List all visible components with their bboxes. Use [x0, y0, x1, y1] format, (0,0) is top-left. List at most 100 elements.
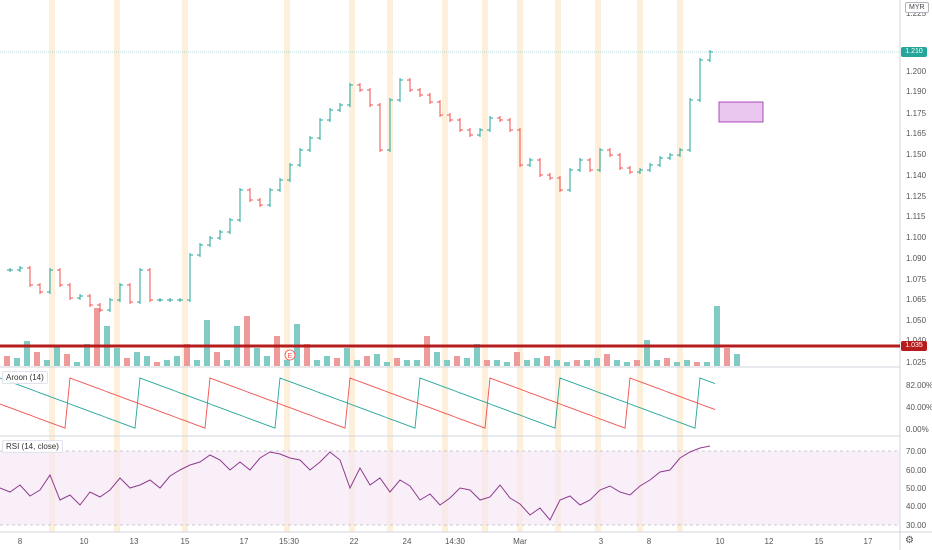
volume-bar	[644, 340, 650, 366]
volume-bar	[684, 360, 690, 366]
time-tick: 14:30	[445, 537, 466, 546]
highlight-stripe	[677, 0, 683, 532]
volume-bar	[224, 360, 230, 366]
volume-bar	[114, 348, 120, 366]
time-tick: 10	[80, 537, 89, 546]
time-tick: 24	[403, 537, 412, 546]
volume-bar	[564, 362, 570, 366]
volume-bar	[134, 352, 140, 366]
rsi-tick: 70.00	[906, 447, 927, 456]
volume-bar	[194, 360, 200, 366]
volume-bar	[584, 360, 590, 366]
aroon-tick: 40.00%	[906, 403, 932, 412]
price-tick: 1.165	[906, 129, 927, 138]
volume-bar	[464, 358, 470, 366]
price-tick: 1.025	[906, 358, 927, 367]
price-tick: 1.040	[906, 336, 927, 345]
time-tick: 17	[240, 537, 249, 546]
price-tick: 1.065	[906, 295, 927, 304]
time-tick: 8	[18, 537, 23, 546]
rsi-path	[0, 445, 711, 521]
aroon-tick: 0.00%	[906, 425, 929, 434]
volume-bar	[574, 360, 580, 366]
time-tick: 8	[647, 537, 652, 546]
volume-bar	[534, 358, 540, 366]
volume-bar	[54, 346, 60, 366]
volume-bar	[154, 362, 160, 366]
currency-badge[interactable]: MYR	[905, 2, 929, 13]
volume-bar	[704, 362, 710, 366]
volume-bar	[424, 336, 430, 366]
time-tick: 15	[815, 537, 824, 546]
volume-bar	[624, 362, 630, 366]
volume-bar	[124, 358, 130, 366]
volume-bar	[614, 360, 620, 366]
time-tick: Mar	[513, 537, 527, 546]
volume-bar	[494, 360, 500, 366]
current-price-tag: 1.210	[901, 47, 927, 57]
time-tick: 3	[599, 537, 604, 546]
price-tick: 1.075	[906, 275, 927, 284]
highlight-stripe	[442, 0, 448, 532]
time-tick: 12	[765, 537, 774, 546]
time-tick: 13	[130, 537, 139, 546]
volume-bar	[64, 354, 70, 366]
volume-bar	[454, 356, 460, 366]
volume-bar	[544, 356, 550, 366]
price-axis[interactable]: 1.225 1.200 1.190 1.175 1.165 1.150 1.140 1.125…	[906, 9, 927, 367]
price-tick: 1.225	[906, 9, 927, 18]
volume-bar	[604, 354, 610, 366]
volume-bar	[674, 362, 680, 366]
volume-bar	[314, 360, 320, 366]
gear-icon[interactable]: ⚙	[905, 535, 914, 546]
volume-bar	[244, 316, 250, 366]
aroon-up-line	[0, 377, 716, 429]
highlight-stripe	[555, 0, 561, 532]
volume-bar	[394, 358, 400, 366]
price-tick: 1.190	[906, 87, 927, 96]
volume-bar	[354, 360, 360, 366]
rsi-label[interactable]: RSI (14, close)	[2, 440, 63, 453]
volume-bar	[254, 348, 260, 366]
aroon-label[interactable]: Aroon (14)	[2, 371, 48, 384]
volume-bar	[444, 360, 450, 366]
time-axis[interactable]: 8 10 13 15 17 15:30 22 24 14:30 Mar 3 8 10 12 15 17	[18, 537, 873, 546]
volume-bar	[414, 360, 420, 366]
line-price-tag: 1.035	[901, 341, 927, 351]
price-tick: 1.050	[906, 316, 927, 325]
session-highlights	[49, 0, 683, 532]
volume-bar	[4, 356, 10, 366]
highlight-stripe	[349, 0, 355, 532]
volume-bar	[384, 362, 390, 366]
price-tick: 1.200	[906, 67, 927, 76]
volume-bar	[334, 358, 340, 366]
highlight-stripe	[637, 0, 643, 532]
rsi-tick: 60.00	[906, 466, 927, 475]
volume-bar	[214, 352, 220, 366]
volume-bar	[484, 360, 490, 366]
price-tick: 1.090	[906, 254, 927, 263]
time-tick: 22	[350, 537, 359, 546]
svg-text:E: E	[288, 353, 293, 360]
price-tick: 1.175	[906, 109, 927, 118]
price-series	[7, 50, 713, 312]
price-tick: 1.140	[906, 171, 927, 180]
drawn-rectangle[interactable]	[718, 101, 764, 123]
event-marker[interactable]: E	[284, 349, 296, 361]
rsi-tick: 50.00	[906, 484, 927, 493]
highlight-stripe	[114, 0, 120, 532]
volume-bar	[594, 358, 600, 366]
volume-bar	[734, 354, 740, 366]
volume-bar	[164, 360, 170, 366]
volume-bar	[374, 354, 380, 366]
volume-bar	[324, 356, 330, 366]
volume-bar	[514, 352, 520, 366]
volume-bar	[524, 360, 530, 366]
rsi-tick: 30.00	[906, 521, 927, 530]
volume-bar	[184, 344, 190, 366]
volume-bar	[84, 344, 90, 366]
volume-bar	[664, 358, 670, 366]
volume-bar	[274, 336, 280, 366]
volume-bar	[304, 344, 310, 366]
